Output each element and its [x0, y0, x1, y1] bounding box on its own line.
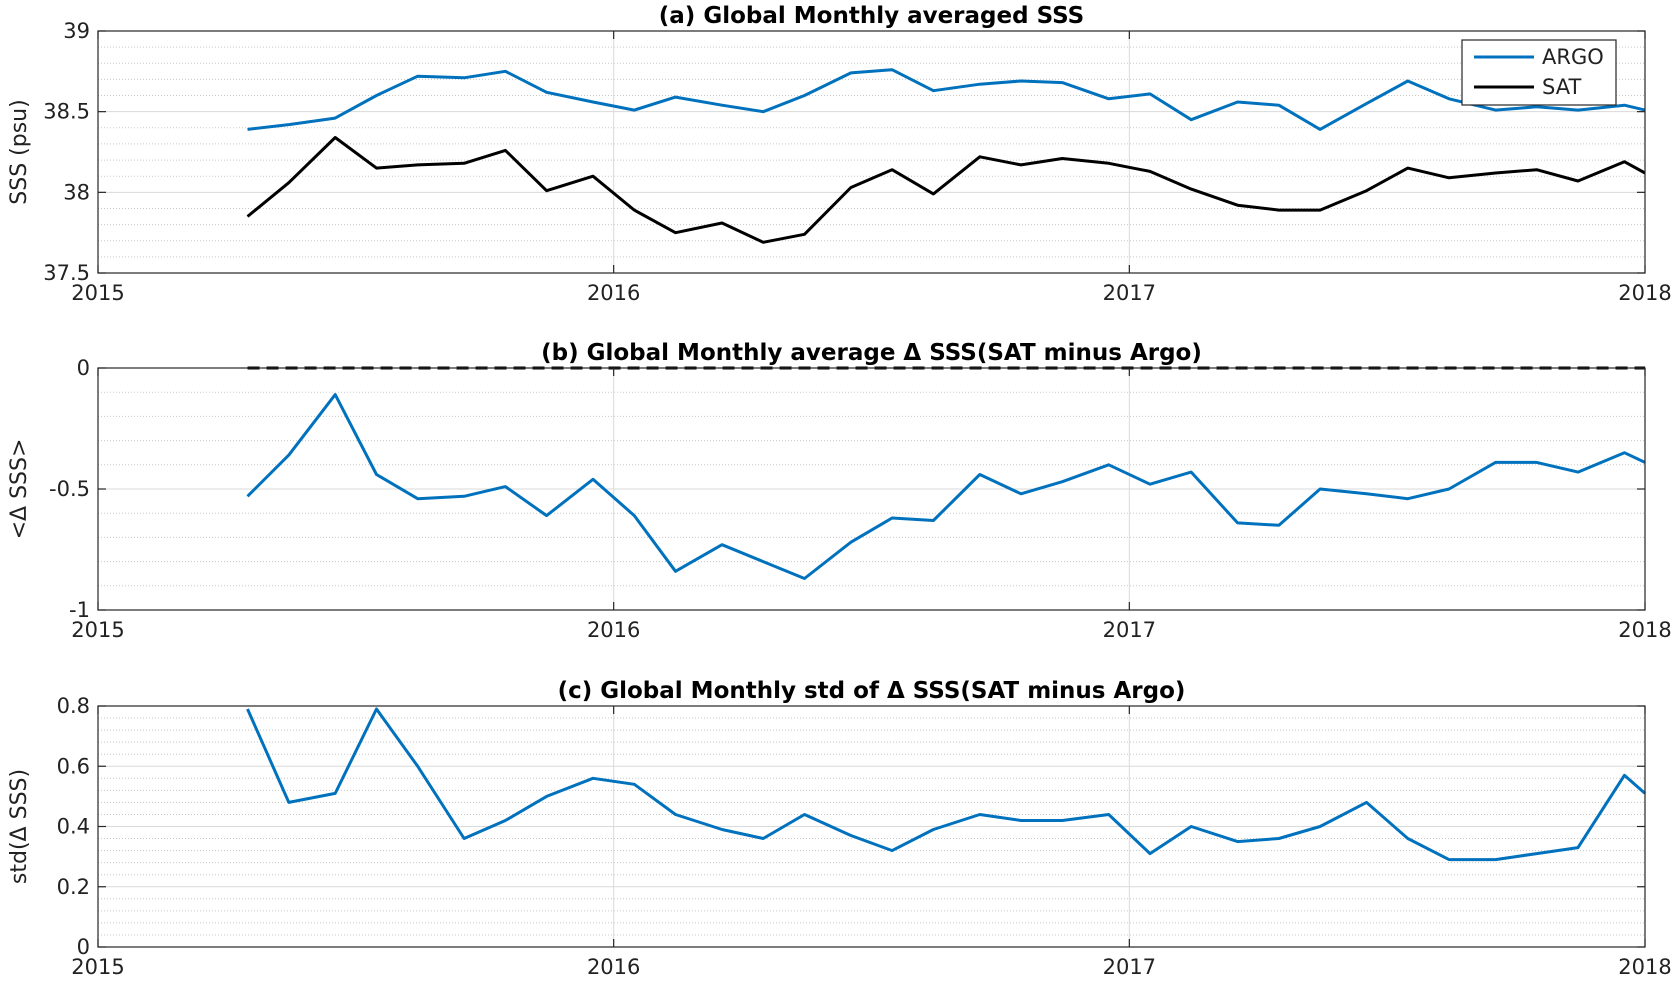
y-tick-label: 38.5: [43, 100, 90, 124]
x-tick-label: 2017: [1103, 955, 1156, 979]
chart-title: (b) Global Monthly average Δ SSS(SAT min…: [541, 340, 1202, 366]
x-tick-label: 2015: [71, 281, 124, 305]
plot-area: [98, 31, 1645, 273]
y-axis-label: <Δ SSS>: [7, 439, 32, 540]
x-tick-label: 2017: [1103, 618, 1156, 642]
y-tick-label: 37.5: [43, 261, 90, 285]
panel-b: -1 -0.5 0 2015 2016 2017 2018 (b) Global Monthl…: [7, 340, 1672, 642]
legend-box: [1461, 39, 1617, 106]
y-tick-label: 0.8: [57, 694, 90, 718]
y-tick-label: 38: [63, 180, 90, 204]
y-tick-label: -0.5: [49, 477, 90, 501]
panel-c: 0 0.2 0.4 0.6 0.8 2015 2016 2017 2018 (c) Global …: [7, 678, 1672, 979]
panel-a: 37.5 38 38.5 39 2015 2016 2017 2018 (a) Global M…: [7, 3, 1672, 305]
x-tick-label: 2015: [71, 618, 124, 642]
y-tick-label: -1: [69, 598, 90, 622]
y-tick-label: 0.2: [57, 875, 90, 899]
y-tick-label: 0.4: [57, 815, 90, 839]
legend-label: SAT: [1542, 75, 1581, 99]
axes-box: [97, 30, 1646, 274]
x-tick-label: 2017: [1103, 281, 1156, 305]
series-line-0: [246, 393, 1646, 580]
y-axis-label: SSS (psu): [7, 99, 32, 204]
series-line-sat: [246, 136, 1646, 244]
y-tick-label: 39: [63, 19, 90, 43]
chart-title: (a) Global Monthly averaged SSS: [659, 3, 1084, 29]
chart-title: (c) Global Monthly std of Δ SSS(SAT minu…: [558, 678, 1186, 704]
x-tick-label: 2018: [1618, 618, 1671, 642]
x-tick-label: 2016: [587, 281, 640, 305]
y-tick-label: 0.6: [57, 754, 90, 778]
legend: ARGO SAT: [1461, 39, 1617, 106]
x-tick-label: 2018: [1618, 281, 1671, 305]
y-tick-label: 0: [77, 356, 90, 380]
x-tick-label: 2018: [1618, 955, 1671, 979]
x-tick-label: 2016: [587, 618, 640, 642]
legend-label: ARGO: [1542, 45, 1604, 69]
x-tick-label: 2015: [71, 955, 124, 979]
y-tick-label: 0: [77, 935, 90, 959]
series-line-0: [246, 707, 1646, 862]
x-tick-label: 2016: [587, 955, 640, 979]
series-line-argo: [247, 68, 1646, 131]
y-axis-label: std(Δ SSS): [7, 769, 32, 884]
